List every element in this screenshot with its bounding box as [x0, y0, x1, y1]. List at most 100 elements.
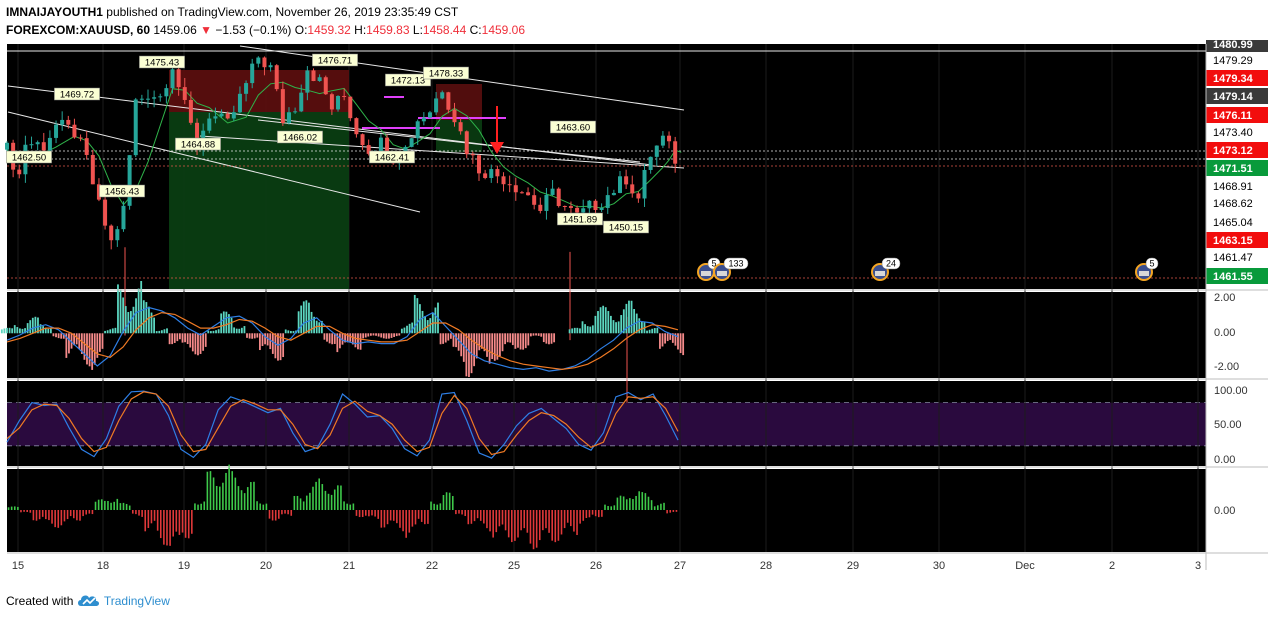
candle-body [550, 188, 555, 195]
candle-body [244, 83, 249, 94]
candle-body [115, 229, 120, 241]
candle-body [581, 208, 586, 213]
candle-body [256, 57, 261, 64]
candle-body [660, 135, 665, 146]
candle-body [618, 176, 622, 193]
trading-chart[interactable]: 1475.43 1469.72 1462.50 1456.43 1464.88 1466.… [0, 40, 1274, 580]
price-axis-label: 1480.99 [1213, 40, 1253, 51]
candle-body [127, 155, 132, 206]
event-count-label: 5 [711, 259, 716, 269]
candle-body [483, 173, 488, 178]
candle-body [207, 118, 212, 131]
candle-body [593, 200, 598, 210]
high-value: 1459.83 [366, 23, 410, 37]
price-axis-label-box [1206, 214, 1268, 230]
candle-body [164, 88, 169, 97]
candle-body [84, 138, 89, 155]
x-tick-label: 22 [426, 560, 438, 572]
candle-body [342, 95, 347, 97]
published-text: published on TradingView.com, November 2… [106, 5, 459, 19]
candle-body [532, 195, 537, 205]
x-tick-label: Dec [1015, 560, 1035, 572]
price-callout-label: 1469.72 [60, 90, 94, 101]
price-callout-label: 1466.02 [283, 133, 317, 144]
publish-info: IMNAIJAYOUTH1 published on TradingView.c… [6, 5, 458, 19]
candle-body [440, 92, 445, 99]
candle-body [225, 113, 230, 119]
candle-body [624, 176, 629, 185]
candle-body [317, 77, 322, 82]
price-axis-label: 1461.55 [1213, 271, 1253, 283]
price-axis-label: 1473.40 [1213, 127, 1253, 139]
price-callout-label: 1475.43 [145, 58, 179, 69]
us-flag-stripes [701, 271, 711, 276]
candle-body [415, 121, 420, 139]
author-name[interactable]: IMNAIJAYOUTH1 [6, 5, 103, 19]
candle-body [29, 144, 34, 146]
price-axis-label: 1468.91 [1213, 181, 1253, 193]
candle-body [286, 112, 291, 123]
x-tick-label: 21 [343, 560, 355, 572]
candle-body [170, 69, 175, 89]
created-with-text: Created with [6, 594, 74, 608]
candle-body [54, 124, 59, 138]
candle-body [354, 118, 359, 135]
price-change: −1.53 (−0.1%) [215, 23, 292, 37]
price-callout-box [312, 53, 358, 67]
open-label: O: [294, 23, 308, 37]
candle-body [599, 207, 604, 210]
price-axis-label: 1468.62 [1213, 198, 1253, 210]
price-callout-label: 1462.41 [375, 153, 409, 164]
price-axis-label: 1465.04 [1213, 217, 1253, 229]
footer: Created with TradingView [6, 593, 170, 608]
candle-body [562, 206, 567, 208]
candle-body [152, 97, 157, 99]
price-callout-label: 1478.33 [429, 69, 463, 80]
candle-body [501, 176, 506, 185]
low-value: 1458.44 [422, 23, 467, 37]
candle-body [336, 95, 341, 110]
price-callout-label: 1451.89 [563, 215, 597, 226]
x-tick-label: 15 [12, 560, 24, 572]
price-callout-box [139, 55, 185, 69]
price-axis-label-box [1206, 40, 1268, 52]
candle-body [5, 142, 9, 150]
price-axis-label: 1463.15 [1213, 235, 1253, 247]
price-axis-label: 1461.47 [1213, 252, 1253, 264]
down-arrow-icon: ▼ [200, 23, 212, 37]
event-count-badge [881, 257, 901, 270]
candle-body [96, 184, 101, 200]
candle-body [274, 65, 279, 90]
price-callout-label: 1456.43 [105, 187, 139, 198]
price-axis-label-box [1206, 232, 1268, 248]
candle-body [648, 156, 653, 170]
x-tick-label: 30 [933, 560, 945, 572]
sell-arrow-icon [490, 142, 504, 154]
candle-body [195, 122, 200, 149]
candle-body [673, 141, 678, 164]
tradingview-link[interactable]: TradingView [103, 594, 170, 608]
candle-body [103, 199, 108, 226]
x-tick-label: 20 [260, 560, 272, 572]
short-position-stop-zone [436, 84, 482, 120]
x-tick-label: 26 [590, 560, 602, 572]
price-axis-label: 1479.14 [1213, 91, 1254, 103]
pane-bg-1 [7, 292, 1206, 378]
indicator-axis-label: 0.00 [1214, 327, 1235, 339]
stoch-d-line [6, 391, 679, 456]
candle-body [47, 137, 52, 151]
price-axis-label: 1479.29 [1213, 55, 1253, 67]
candle-body [66, 119, 71, 125]
stoch-k-line [6, 390, 679, 459]
us-flag-stripes [1139, 271, 1149, 276]
candle-body [280, 89, 285, 123]
candle-body [477, 155, 482, 174]
candle-body [78, 137, 83, 139]
candle-body [72, 124, 77, 138]
candle-body [495, 169, 500, 177]
price-axis-label: 1479.34 [1213, 73, 1254, 85]
candle-body [568, 206, 573, 208]
price-axis-label-box [1206, 124, 1268, 140]
price-callout-box [385, 73, 431, 87]
candle-body [464, 131, 469, 155]
